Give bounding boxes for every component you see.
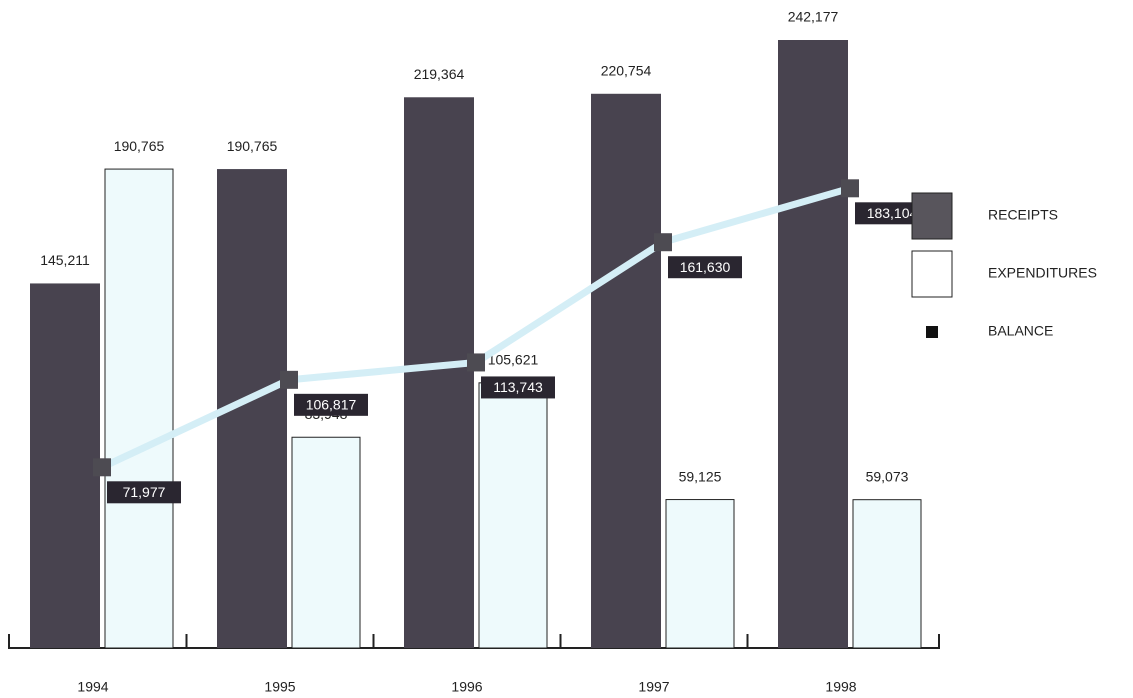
receipts-bar — [591, 93, 661, 648]
balance-label-box — [481, 376, 555, 399]
x-tick-label: 1995 — [264, 679, 295, 695]
value-label: 59,125 — [679, 468, 722, 484]
x-tick-label: 1997 — [638, 679, 669, 695]
expenditures-bar — [291, 436, 361, 649]
legend-swatch — [911, 250, 953, 298]
expenditures-bar — [478, 382, 548, 649]
balance-marker — [280, 370, 298, 389]
balance-marker — [654, 233, 672, 252]
expenditures-bar — [665, 499, 735, 649]
balance-label: 161,630 — [680, 259, 731, 275]
balance-label: 183,104 — [867, 205, 918, 221]
balance-label-box — [107, 481, 181, 504]
balance-label-box — [668, 256, 742, 279]
value-label: 190,765 — [114, 138, 165, 154]
expenditures-bar — [104, 168, 174, 649]
x-tick-label: 1994 — [77, 679, 108, 695]
x-tick-label: 1996 — [451, 679, 482, 695]
legend-label: BALANCE — [988, 323, 1053, 339]
value-label: 242,177 — [788, 9, 839, 25]
balance-marker — [841, 179, 859, 198]
balance-label-box — [855, 202, 929, 225]
expenditures-bar — [852, 499, 922, 649]
balance-label: 113,743 — [493, 379, 543, 395]
value-label: 219,364 — [414, 66, 465, 82]
balance-marker — [467, 353, 485, 372]
value-label: 105,621 — [488, 352, 539, 368]
x-tick-label: 1998 — [825, 679, 856, 695]
receipts-bar — [30, 283, 100, 648]
balance-line — [100, 184, 851, 471]
balance-label: 71,977 — [123, 484, 166, 500]
value-label: 59,073 — [866, 468, 909, 484]
value-label: 145,211 — [40, 252, 90, 268]
legend-swatch — [926, 326, 938, 338]
balance-label-box — [294, 393, 368, 416]
balance-label: 106,817 — [306, 397, 357, 413]
value-label: 190,765 — [227, 138, 278, 154]
legend-label: RECEIPTS — [988, 207, 1058, 223]
balance-marker — [93, 458, 111, 477]
receipts-bar — [778, 40, 848, 648]
legend-swatch — [911, 192, 953, 240]
receipts-bar — [404, 97, 474, 648]
value-label: 220,754 — [601, 62, 652, 78]
legend-label: EXPENDITURES — [988, 265, 1097, 281]
